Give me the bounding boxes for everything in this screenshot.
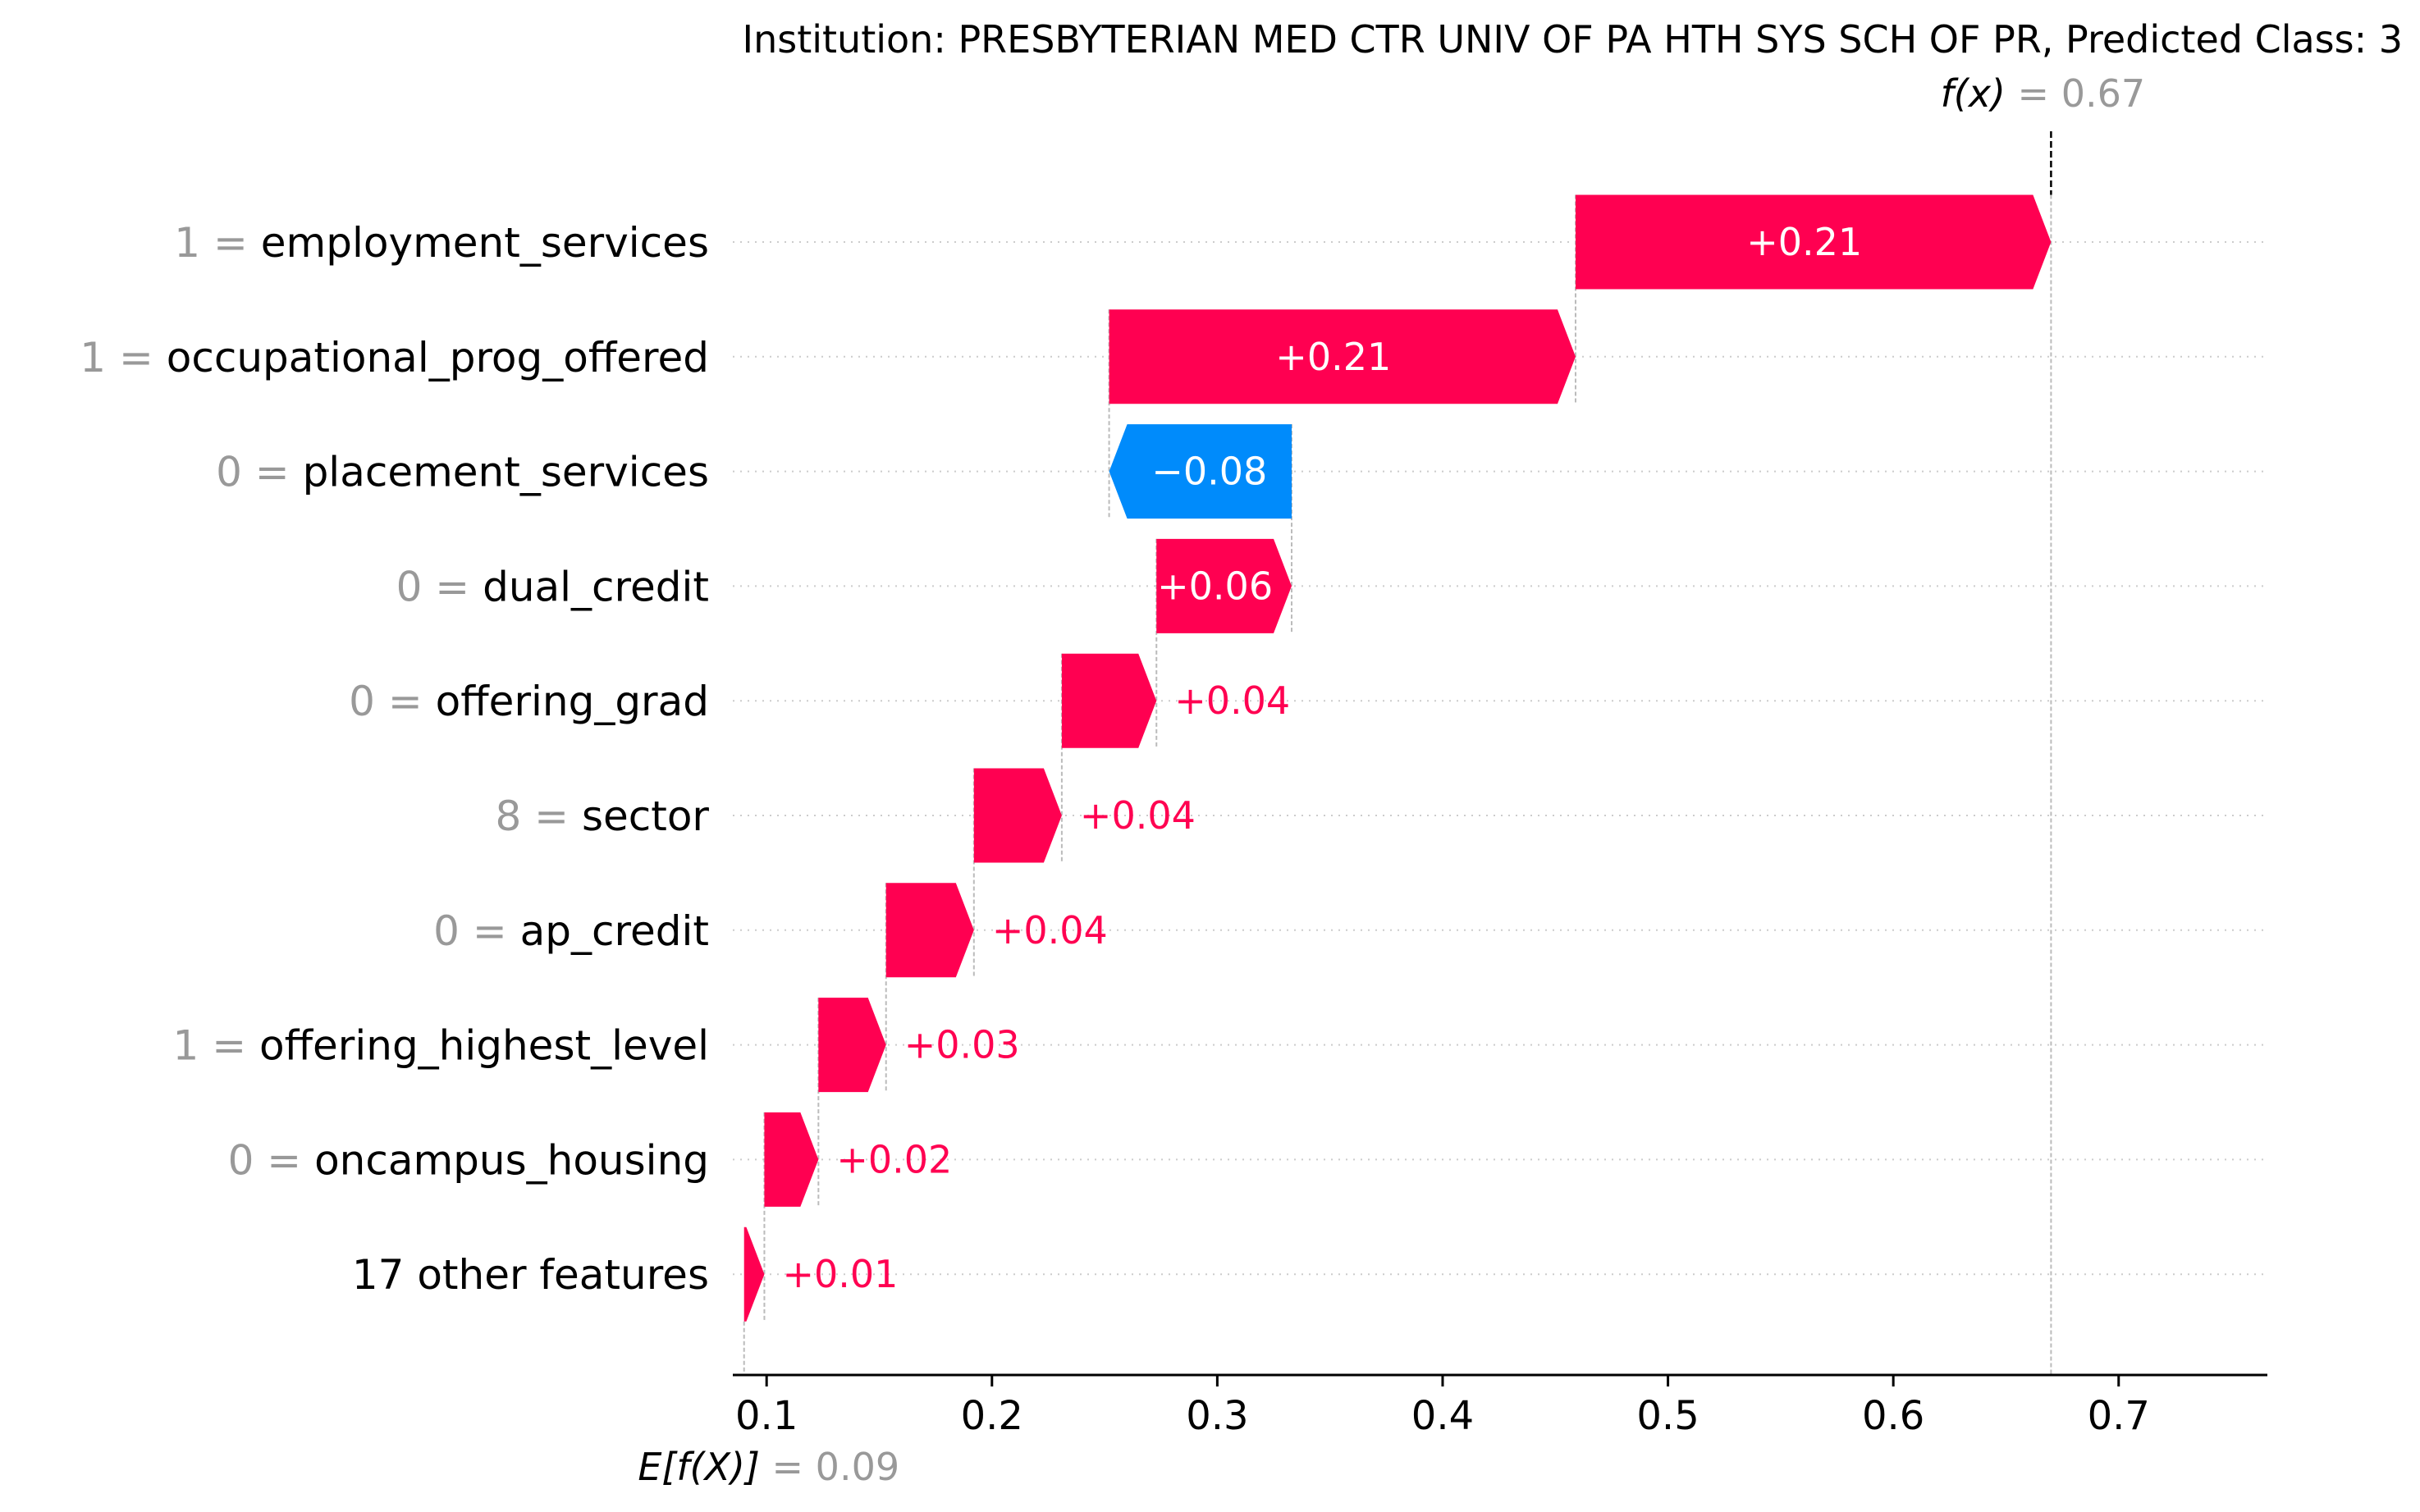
feature-name: oncampus_housing [314, 1136, 709, 1184]
bar-placement_services [1109, 424, 1292, 519]
x-tick-label: 0.3 [1186, 1393, 1248, 1439]
feature-label: 1 = offering_highest_level [173, 1022, 710, 1070]
bar-value-label: +0.06 [1157, 564, 1273, 608]
feature-value: 1 = [174, 219, 261, 267]
bar-dual_credit [1156, 538, 1292, 633]
x-tick-label: 0.5 [1636, 1393, 1699, 1439]
feature-value: 0 = [216, 449, 303, 496]
feature-name: employment_services [261, 219, 709, 267]
bar-value-label: +0.03 [904, 1023, 1020, 1067]
base-value-label: E[f(X)] = 0.09 [638, 1445, 899, 1489]
bar-oncampus_housing [764, 1112, 819, 1207]
feature-value: 0 = [349, 678, 436, 725]
final-value-label: f(x) = 0.67 [1941, 71, 2146, 116]
feature-label: 0 = ap_credit [433, 907, 709, 955]
feature-label: 0 = dual_credit [396, 563, 709, 610]
bar-offering_highest_level [818, 998, 886, 1093]
feature-label: 0 = placement_services [216, 449, 709, 496]
feature-label: 1 = occupational_prog_offered [80, 334, 709, 381]
feature-value: 0 = [396, 563, 483, 610]
feature-value: 1 = [80, 334, 167, 381]
x-tick-label: 0.4 [1411, 1393, 1474, 1439]
feature-name: 17 other features [352, 1251, 709, 1299]
bars [743, 194, 2052, 1322]
bar-value-label: +0.04 [992, 908, 1108, 952]
bar-occupational_prog_offered [1109, 309, 1576, 404]
x-tick-label: 0.7 [2088, 1393, 2150, 1439]
bar-value-label: +0.21 [1746, 220, 1862, 264]
feature-name: ap_credit [520, 907, 709, 955]
x-tick-label: 0.2 [961, 1393, 1023, 1439]
bar-value-label: +0.04 [1174, 678, 1290, 723]
feature-value: 1 = [173, 1022, 260, 1070]
feature-name: sector [582, 793, 709, 840]
bar-value-label: +0.04 [1080, 793, 1196, 838]
bar-sector [973, 768, 1062, 863]
bar-17-other-features [743, 1227, 765, 1322]
feature-value: 8 = [495, 793, 582, 840]
bar-value-label: +0.21 [1275, 335, 1391, 379]
base-value-text: = 0.09 [772, 1445, 900, 1489]
bar-value-label: −0.08 [1151, 450, 1267, 494]
bar-ap_credit [885, 883, 974, 978]
bar-value-label: +0.01 [782, 1252, 898, 1296]
final-value-prefix: f(x) [1941, 71, 2018, 116]
bar-offering_grad [1061, 653, 1157, 748]
feature-value: 0 = [228, 1136, 315, 1184]
feature-label: 8 = sector [495, 793, 709, 840]
feature-name: offering_highest_level [259, 1022, 709, 1070]
base-value-prefix: E[f(X)] [638, 1445, 771, 1489]
feature-label: 17 other features [352, 1251, 709, 1299]
annotations: f(x) = 0.67 E[f(X)] = 0.09 [638, 71, 2145, 1489]
feature-name: occupational_prog_offered [167, 334, 709, 381]
feature-name: offering_grad [436, 678, 709, 725]
feature-label: 1 = employment_services [174, 219, 709, 267]
feature-label: 0 = offering_grad [349, 678, 709, 725]
feature-name: dual_credit [483, 563, 709, 610]
feature-value: 0 = [433, 907, 520, 955]
x-axis: 0.1 0.2 0.3 0.4 0.5 0.6 0.7 [733, 1373, 2267, 1439]
feature-label: 0 = oncampus_housing [228, 1136, 709, 1184]
feature-name: placement_services [303, 449, 709, 496]
chart-title: Institution: PRESBYTERIAN MED CTR UNIV O… [743, 17, 2403, 62]
bar-value-label: +0.02 [836, 1137, 952, 1181]
x-tick-label: 0.1 [735, 1393, 798, 1439]
final-value-text: = 0.67 [2018, 71, 2146, 116]
x-tick-label: 0.6 [1862, 1393, 1924, 1439]
bar-employment_services [1575, 194, 2052, 290]
feature-labels: +0.21 1 = employment_services +0.21 1 = occ… [80, 219, 1862, 1299]
